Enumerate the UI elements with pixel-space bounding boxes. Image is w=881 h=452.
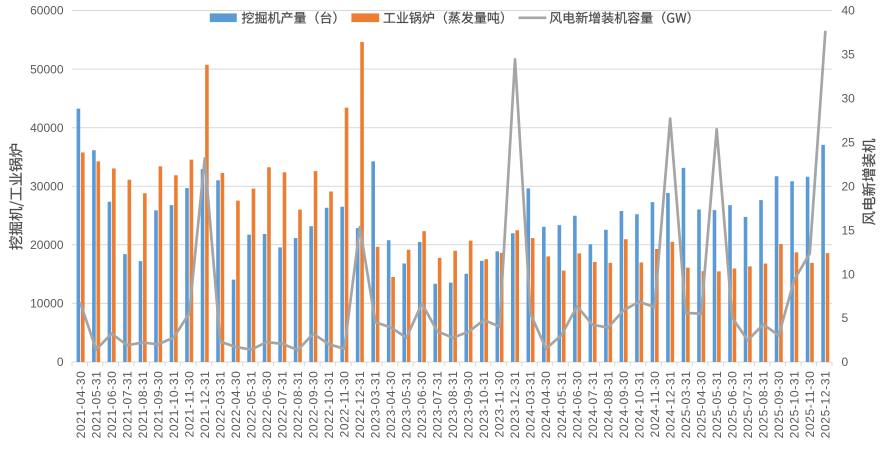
svg-text:2022-09-30: 2022-09-30 <box>307 371 321 439</box>
svg-text:2023-03-31: 2023-03-31 <box>369 371 383 439</box>
svg-text:2021-12-31: 2021-12-31 <box>198 371 212 439</box>
svg-text:2025-06-30: 2025-06-30 <box>725 371 739 439</box>
svg-text:2025-05-31: 2025-05-31 <box>710 371 724 439</box>
svg-text:2024-05-31: 2024-05-31 <box>555 371 569 439</box>
svg-text:2025-09-30: 2025-09-30 <box>772 371 786 439</box>
svg-text:2023-12-31: 2023-12-31 <box>508 371 522 439</box>
svg-text:2025-07-31: 2025-07-31 <box>741 371 755 439</box>
svg-text:40000: 40000 <box>30 121 64 135</box>
svg-text:2021-09-30: 2021-09-30 <box>151 371 165 439</box>
svg-text:2025-10-31: 2025-10-31 <box>787 371 801 439</box>
svg-text:2023-09-30: 2023-09-30 <box>462 371 476 439</box>
svg-text:2024-03-31: 2024-03-31 <box>524 371 538 439</box>
svg-text:5: 5 <box>842 311 849 325</box>
svg-text:2023-04-30: 2023-04-30 <box>384 371 398 439</box>
svg-text:2024-11-30: 2024-11-30 <box>648 371 662 438</box>
svg-text:2024-10-31: 2024-10-31 <box>632 371 646 439</box>
svg-text:2023-08-31: 2023-08-31 <box>446 371 460 439</box>
svg-text:2022-05-31: 2022-05-31 <box>244 371 258 439</box>
svg-text:25: 25 <box>842 136 856 150</box>
svg-text:20: 20 <box>842 179 856 193</box>
svg-text:10: 10 <box>842 267 856 281</box>
svg-text:2023-10-31: 2023-10-31 <box>477 371 491 439</box>
svg-text:2022-08-31: 2022-08-31 <box>291 371 305 439</box>
svg-text:2022-11-30: 2022-11-30 <box>338 371 352 438</box>
svg-text:2023-11-30: 2023-11-30 <box>493 371 507 438</box>
svg-text:2023-07-31: 2023-07-31 <box>431 371 445 439</box>
svg-text:2024-08-31: 2024-08-31 <box>601 371 615 439</box>
svg-text:2022-10-31: 2022-10-31 <box>322 371 336 439</box>
svg-text:2025-03-31: 2025-03-31 <box>679 371 693 439</box>
svg-text:2021-05-31: 2021-05-31 <box>89 371 103 439</box>
svg-text:2021-11-30: 2021-11-30 <box>182 371 196 438</box>
svg-text:2021-10-31: 2021-10-31 <box>167 371 181 439</box>
svg-text:60000: 60000 <box>30 4 64 18</box>
svg-text:2025-08-31: 2025-08-31 <box>756 371 770 439</box>
svg-text:2021-06-30: 2021-06-30 <box>105 371 119 439</box>
svg-text:2025-12-31: 2025-12-31 <box>819 371 833 439</box>
svg-text:2024-07-31: 2024-07-31 <box>586 371 600 439</box>
svg-text:30: 30 <box>842 92 856 106</box>
svg-text:10000: 10000 <box>30 297 64 311</box>
svg-text:2025-04-30: 2025-04-30 <box>694 371 708 439</box>
svg-text:0: 0 <box>842 355 849 369</box>
svg-text:2021-07-31: 2021-07-31 <box>120 371 134 439</box>
svg-text:0: 0 <box>57 355 64 369</box>
svg-text:2024-04-30: 2024-04-30 <box>539 371 553 439</box>
svg-text:2024-09-30: 2024-09-30 <box>617 371 631 439</box>
svg-text:2023-05-31: 2023-05-31 <box>400 371 414 439</box>
svg-text:2022-03-31: 2022-03-31 <box>213 371 227 439</box>
svg-text:2022-07-31: 2022-07-31 <box>275 371 289 439</box>
svg-text:40: 40 <box>842 4 856 18</box>
svg-text:2024-06-30: 2024-06-30 <box>570 371 584 439</box>
svg-text:2022-04-30: 2022-04-30 <box>229 371 243 439</box>
svg-text:2025-11-30: 2025-11-30 <box>803 371 817 438</box>
svg-text:2023-06-30: 2023-06-30 <box>415 371 429 439</box>
svg-text:2024-12-31: 2024-12-31 <box>663 371 677 439</box>
svg-text:35: 35 <box>842 48 856 62</box>
svg-text:50000: 50000 <box>30 62 64 76</box>
svg-text:15: 15 <box>842 223 856 237</box>
svg-text:30000: 30000 <box>30 180 64 194</box>
svg-text:20000: 20000 <box>30 238 64 252</box>
svg-text:2021-08-31: 2021-08-31 <box>136 371 150 439</box>
svg-text:2022-12-31: 2022-12-31 <box>353 371 367 439</box>
svg-text:2022-06-30: 2022-06-30 <box>260 371 274 439</box>
svg-text:2021-04-30: 2021-04-30 <box>74 371 88 439</box>
